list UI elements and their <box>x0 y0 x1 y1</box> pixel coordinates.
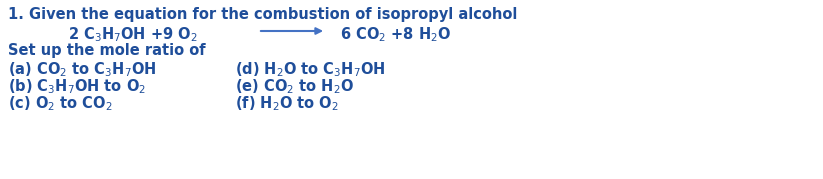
Text: (c) O$_2$ to CO$_2$: (c) O$_2$ to CO$_2$ <box>8 94 113 113</box>
Text: (a) CO$_2$ to C$_3$H$_7$OH: (a) CO$_2$ to C$_3$H$_7$OH <box>8 60 156 79</box>
Text: Set up the mole ratio of: Set up the mole ratio of <box>8 43 206 58</box>
Text: (e) CO$_2$ to H$_2$O: (e) CO$_2$ to H$_2$O <box>235 77 354 96</box>
Text: 6 CO$_2$ +8 H$_2$O: 6 CO$_2$ +8 H$_2$O <box>340 25 451 44</box>
Text: 1. Given the equation for the combustion of isopropyl alcohol: 1. Given the equation for the combustion… <box>8 7 518 22</box>
Text: (f) H$_2$O to O$_2$: (f) H$_2$O to O$_2$ <box>235 94 339 113</box>
Text: (b) C$_3$H$_7$OH to O$_2$: (b) C$_3$H$_7$OH to O$_2$ <box>8 77 146 96</box>
Text: 2 C$_3$H$_7$OH +9 O$_2$: 2 C$_3$H$_7$OH +9 O$_2$ <box>68 25 198 44</box>
Text: (d) H$_2$O to C$_3$H$_7$OH: (d) H$_2$O to C$_3$H$_7$OH <box>235 60 385 79</box>
